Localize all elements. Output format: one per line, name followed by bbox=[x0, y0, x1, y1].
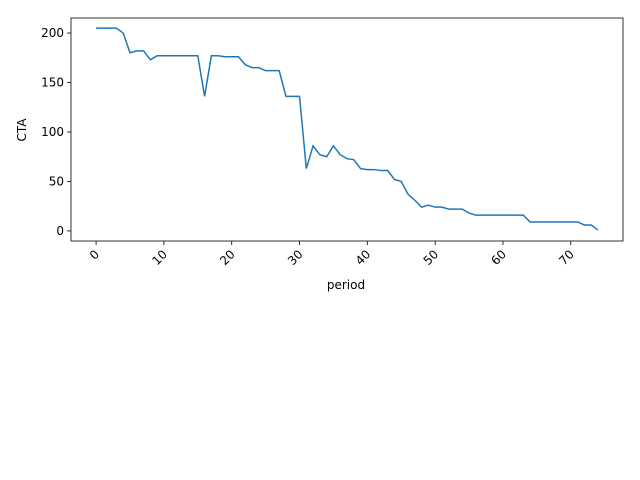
y-tick-label: 100 bbox=[41, 125, 64, 139]
x-tick-label: 70 bbox=[556, 247, 577, 268]
y-tick-label: 0 bbox=[56, 224, 64, 238]
x-tick-label: 30 bbox=[285, 247, 306, 268]
x-axis-ticks: 0 10 20 30 40 50 60 70 bbox=[87, 241, 577, 268]
y-tick-label: 200 bbox=[41, 26, 64, 40]
y-tick-label: 150 bbox=[41, 76, 64, 90]
y-tick-label: 50 bbox=[49, 174, 64, 188]
y-axis-ticks: 0 50 100 150 200 bbox=[41, 26, 71, 238]
y-axis-label: CTA bbox=[15, 118, 29, 142]
series-line-cta bbox=[96, 27, 599, 231]
x-tick-label: 20 bbox=[217, 247, 238, 268]
x-tick-label: 10 bbox=[149, 247, 170, 268]
x-tick-label: 50 bbox=[421, 247, 442, 268]
x-tick-label: 0 bbox=[87, 247, 102, 262]
axes-frame bbox=[70, 17, 624, 242]
x-tick-label: 60 bbox=[488, 247, 509, 268]
x-axis-label: period bbox=[327, 278, 365, 292]
x-tick-label: 40 bbox=[353, 247, 374, 268]
